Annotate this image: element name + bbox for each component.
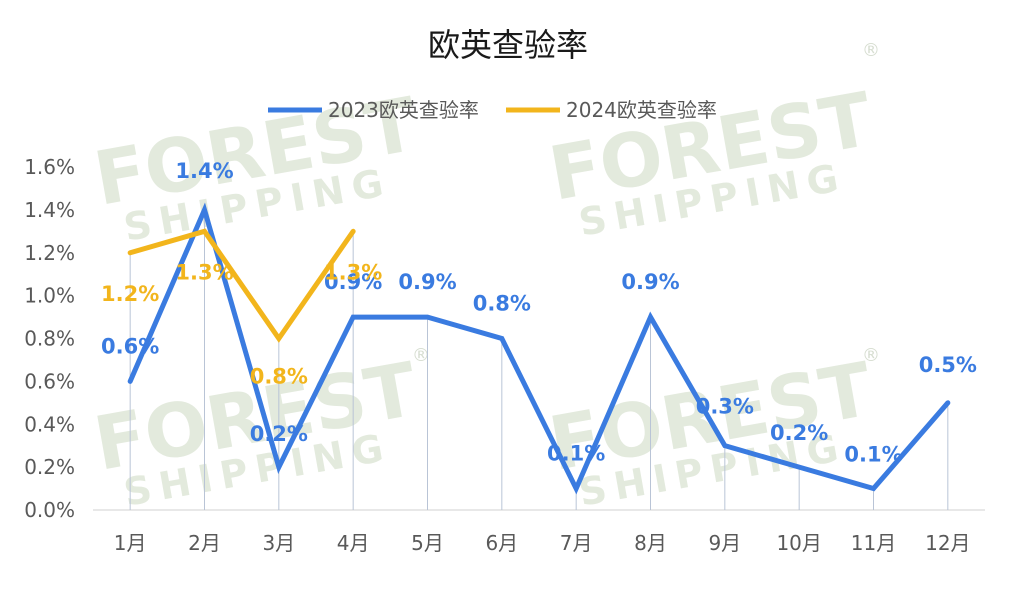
y-tick-label: 1.6%	[24, 155, 75, 179]
data-label: 1.3%	[175, 260, 233, 284]
y-tick-label: 0.2%	[24, 455, 75, 479]
data-label: 0.9%	[621, 270, 679, 294]
y-tick-label: 0.0%	[24, 498, 75, 522]
chart-title: 欧英查验率	[428, 26, 588, 64]
x-tick-label: 9月	[708, 531, 741, 555]
x-tick-label: 12月	[925, 531, 970, 555]
x-tick-label: 2月	[188, 531, 221, 555]
x-tick-label: 3月	[262, 531, 295, 555]
data-label: 0.8%	[250, 365, 308, 389]
x-axis: 1月 2月 3月 4月 5月 6月 7月 8月 9月 10月 11月 12月	[114, 531, 971, 555]
series-line	[127, 202, 951, 495]
data-label: 0.3%	[696, 395, 754, 419]
data-label: 0.2%	[770, 421, 828, 445]
data-label: 1.4%	[175, 159, 233, 183]
data-label: 1.2%	[101, 282, 159, 306]
y-tick-label: 1.4%	[24, 198, 75, 222]
data-label: 0.5%	[919, 353, 977, 377]
watermark-reg-mark: ®	[862, 40, 880, 61]
drop-lines	[129, 209, 949, 510]
legend-label: 2023欧英查验率	[328, 98, 479, 122]
y-tick-label: 1.2%	[24, 241, 75, 265]
x-tick-label: 10月	[776, 531, 821, 555]
x-tick-label: 6月	[485, 531, 518, 555]
legend-label: 2024欧英查验率	[566, 98, 717, 122]
data-label: 0.6%	[101, 334, 159, 358]
watermark-reg-mark: ®	[412, 345, 430, 366]
x-tick-label: 8月	[634, 531, 667, 555]
data-label: 0.2%	[250, 422, 308, 446]
y-tick-label: 0.4%	[24, 412, 75, 436]
y-tick-label: 1.0%	[24, 284, 75, 308]
x-tick-label: 5月	[411, 531, 444, 555]
series-line	[127, 228, 356, 343]
data-labels: 0.6% 1.4% 0.2% 0.9% 0.9% 0.8% 0.1% 0.9% 0.3% 0.2%…	[101, 159, 977, 467]
data-label: 0.9%	[324, 270, 382, 294]
y-axis: 0.0% 0.2% 0.4% 0.6% 0.8% 1.0% 1.2% 1.4% 1.6%	[24, 155, 75, 522]
data-label: 1.3%	[324, 260, 382, 284]
data-label: 0.8%	[473, 292, 531, 316]
data-label: 0.1%	[547, 442, 605, 466]
x-tick-label: 11月	[851, 531, 896, 555]
data-label: 0.1%	[844, 443, 902, 467]
watermark-reg-mark: ®	[862, 345, 880, 366]
y-tick-label: 0.8%	[24, 327, 75, 351]
y-tick-label: 0.6%	[24, 369, 75, 393]
x-tick-label: 4月	[337, 531, 370, 555]
series-layer	[127, 202, 951, 495]
data-label: 0.9%	[398, 270, 456, 294]
x-tick-label: 7月	[560, 531, 593, 555]
legend: 2023欧英查验率 2024欧英查验率	[268, 98, 717, 122]
x-tick-label: 1月	[114, 531, 147, 555]
